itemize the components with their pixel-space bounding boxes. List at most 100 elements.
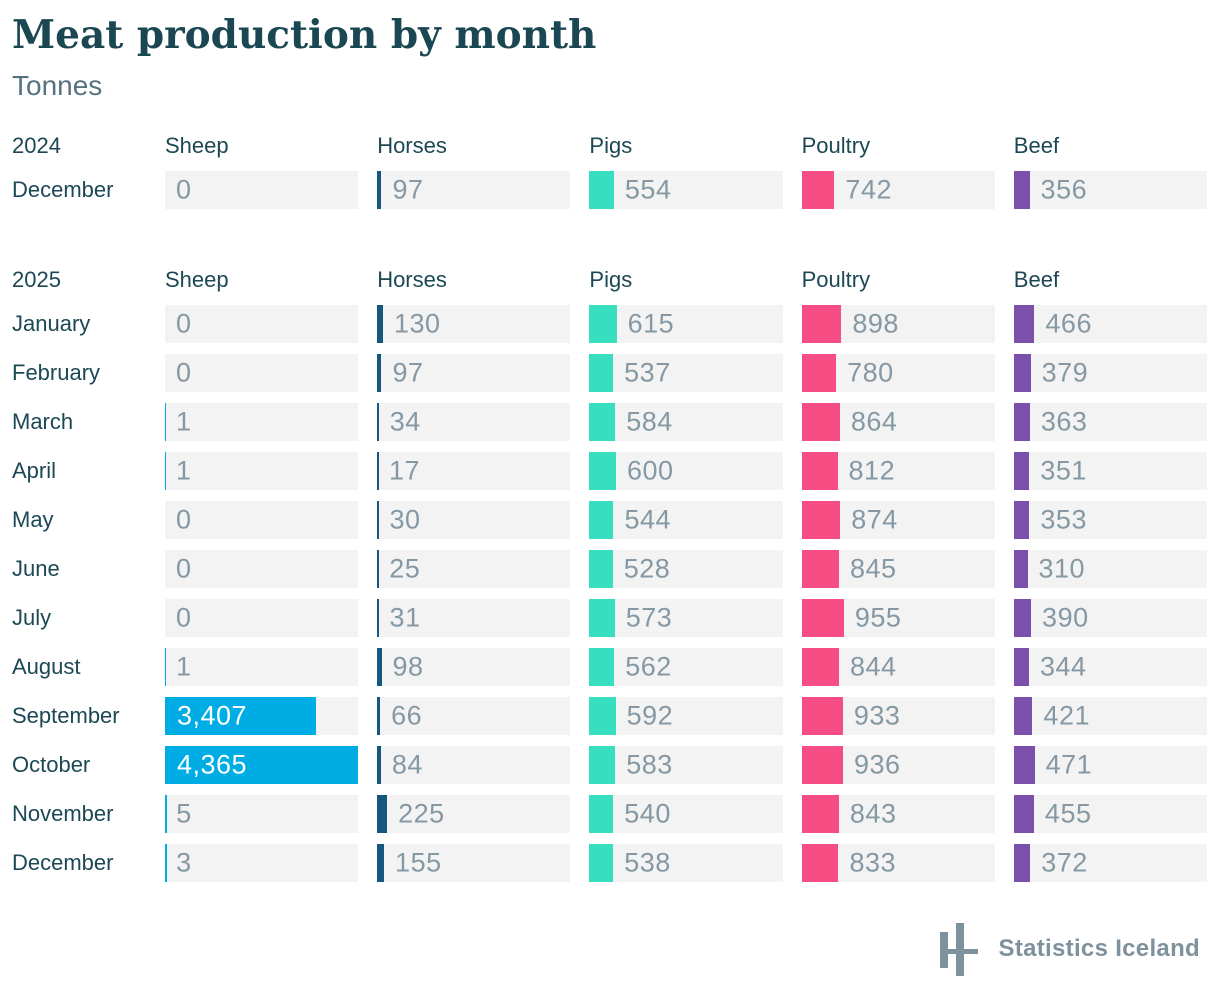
bar-value: 130 <box>393 308 441 339</box>
bar-cell-beef: 379 <box>1013 353 1207 392</box>
table-row: November 5 225 540 843 455 <box>12 794 1207 833</box>
bar-cell-sheep: 1 <box>165 402 359 441</box>
table-row: December 0 97 554 742 356 <box>12 170 1207 209</box>
bar-cell-poultry: 812 <box>801 451 995 490</box>
bar-cell-sheep: 3 <box>165 843 359 882</box>
logo-bar-cross <box>939 948 978 954</box>
bar-value: 97 <box>392 357 424 388</box>
bar-poultry <box>801 304 842 343</box>
bar-value: 540 <box>624 798 671 829</box>
bar-value: 421 <box>1043 700 1090 731</box>
bar-cell-poultry: 845 <box>801 549 995 588</box>
footer: Statistics Iceland <box>12 922 1207 976</box>
column-header-beef: Beef <box>1013 132 1060 158</box>
bar-cell-beef: 455 <box>1013 794 1207 833</box>
row-label-month: July <box>12 604 52 630</box>
bar-value: 538 <box>624 847 671 878</box>
bar-value: 933 <box>853 700 901 731</box>
statistics-iceland-logo-icon <box>938 922 978 976</box>
bar-value: 351 <box>1040 455 1087 486</box>
table-row: January 0 130 615 898 466 <box>12 304 1207 343</box>
bar-value: 471 <box>1045 749 1093 780</box>
bar-horses <box>377 598 379 637</box>
bar-value: 356 <box>1040 174 1088 205</box>
bar-cell-poultry: 833 <box>801 843 995 882</box>
bar-value: 0 <box>176 602 192 633</box>
bar-cell-horses: 97 <box>377 170 571 209</box>
column-header-pigs: Pigs <box>589 266 633 292</box>
bar-cell-pigs: 584 <box>589 402 783 441</box>
bar-horses <box>377 353 382 392</box>
row-label-month: November <box>12 800 114 826</box>
bar-pigs <box>589 170 614 209</box>
bar-pigs <box>589 794 614 833</box>
row-label-month: March <box>12 408 74 434</box>
bar-cell-sheep: 4,365 <box>165 745 359 784</box>
bar-value: 3,407 <box>177 700 248 731</box>
bar-value: 584 <box>626 406 673 437</box>
bar-value: 372 <box>1041 847 1088 878</box>
bar-value: 3 <box>176 847 192 878</box>
bar-value: 0 <box>176 308 192 339</box>
bar-beef <box>1013 696 1033 735</box>
table-row: February 0 97 537 780 379 <box>12 353 1207 392</box>
bar-value: 528 <box>623 553 671 584</box>
bar-cell-horses: 155 <box>377 843 571 882</box>
bar-value: 30 <box>389 504 421 535</box>
bar-horses <box>377 170 382 209</box>
bar-horses <box>377 451 379 490</box>
bar-beef <box>1013 170 1030 209</box>
bar-value: 936 <box>854 749 901 780</box>
bar-cell-sheep: 0 <box>165 170 359 209</box>
bar-cell-beef: 363 <box>1013 402 1207 441</box>
bar-cell-pigs: 537 <box>589 353 783 392</box>
bar-horses <box>377 500 379 539</box>
row-label-month: January <box>12 310 91 336</box>
table-row: September 3,407 66 592 933 421 <box>12 696 1207 735</box>
column-header-sheep: Sheep <box>165 266 229 292</box>
bar-value: 833 <box>849 847 897 878</box>
bar-cell-beef: 421 <box>1013 696 1207 735</box>
bar-value: 390 <box>1042 602 1089 633</box>
row-label-month: February <box>12 359 101 385</box>
bar-value: 97 <box>392 174 424 205</box>
bar-poultry <box>801 500 841 539</box>
year-section-2025: 2025 Sheep Horses Pigs Poultry Beef January 0 13… <box>12 266 1207 882</box>
column-header-poultry: Poultry <box>801 266 871 292</box>
bar-cell-beef: 372 <box>1013 843 1207 882</box>
column-header-sheep: Sheep <box>165 132 229 158</box>
row-label-month: September <box>12 702 120 728</box>
bar-pigs <box>589 647 615 686</box>
bar-value: 1 <box>176 406 192 437</box>
bar-pigs <box>589 304 617 343</box>
bar-cell-horses: 25 <box>377 549 571 588</box>
bar-sheep <box>165 794 167 833</box>
bar-value: 17 <box>388 455 420 486</box>
bar-horses <box>377 304 383 343</box>
bar-pigs <box>589 402 616 441</box>
bar-cell-sheep: 0 <box>165 500 359 539</box>
bar-value: 25 <box>389 553 421 584</box>
bar-cell-horses: 225 <box>377 794 571 833</box>
bar-sheep <box>165 696 316 735</box>
row-label-month: December <box>12 849 114 875</box>
bar-pigs <box>589 549 613 588</box>
bar-pigs <box>589 696 616 735</box>
bar-horses <box>377 794 388 833</box>
bar-value: 898 <box>852 308 899 339</box>
bar-poultry <box>801 598 844 637</box>
bar-value: 864 <box>850 406 898 437</box>
bar-poultry <box>801 549 839 588</box>
bar-poultry <box>801 794 839 833</box>
bar-cell-horses: 17 <box>377 451 571 490</box>
bar-poultry <box>801 451 838 490</box>
section-header-row: 2024 Sheep Horses Pigs Poultry Beef <box>12 132 1207 160</box>
bar-cell-horses: 98 <box>377 647 571 686</box>
bar-value: 0 <box>176 504 192 535</box>
table-row: July 0 31 573 955 390 <box>12 598 1207 637</box>
bar-cell-pigs: 528 <box>589 549 783 588</box>
bar-horses <box>377 402 379 441</box>
row-label-month: April <box>12 457 57 483</box>
table-row: August 1 98 562 844 344 <box>12 647 1207 686</box>
